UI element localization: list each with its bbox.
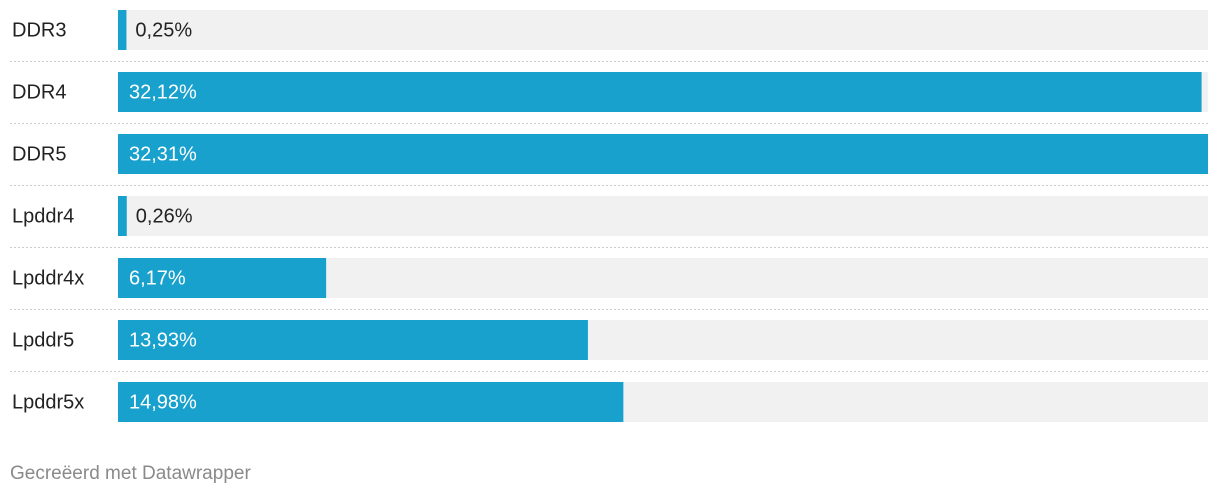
category-label: DDR5 bbox=[12, 143, 66, 165]
value-label: 0,26% bbox=[136, 205, 193, 227]
bar bbox=[118, 196, 127, 236]
bar bbox=[118, 320, 588, 360]
category-label: Lpddr4x bbox=[12, 267, 84, 289]
value-label: 32,31% bbox=[129, 143, 197, 165]
bar bbox=[118, 134, 1208, 174]
bar bbox=[118, 10, 127, 50]
value-label: 14,98% bbox=[129, 391, 197, 413]
value-label: 6,17% bbox=[129, 267, 186, 289]
footer: Gecreëerd met Datawrapper bbox=[10, 463, 251, 484]
bar bbox=[118, 382, 624, 422]
value-label: 0,25% bbox=[135, 19, 192, 41]
category-label: Lpddr5 bbox=[12, 329, 74, 351]
value-label: 32,12% bbox=[129, 81, 197, 103]
category-label: DDR4 bbox=[12, 81, 66, 103]
bar bbox=[118, 258, 327, 298]
value-label: 13,93% bbox=[129, 329, 197, 351]
category-label: Lpddr4 bbox=[12, 205, 74, 227]
bar bbox=[118, 72, 1202, 112]
category-label: DDR3 bbox=[12, 19, 66, 41]
category-label: Lpddr5x bbox=[12, 391, 84, 413]
bar-track bbox=[118, 196, 1208, 236]
bar-track bbox=[118, 10, 1208, 50]
